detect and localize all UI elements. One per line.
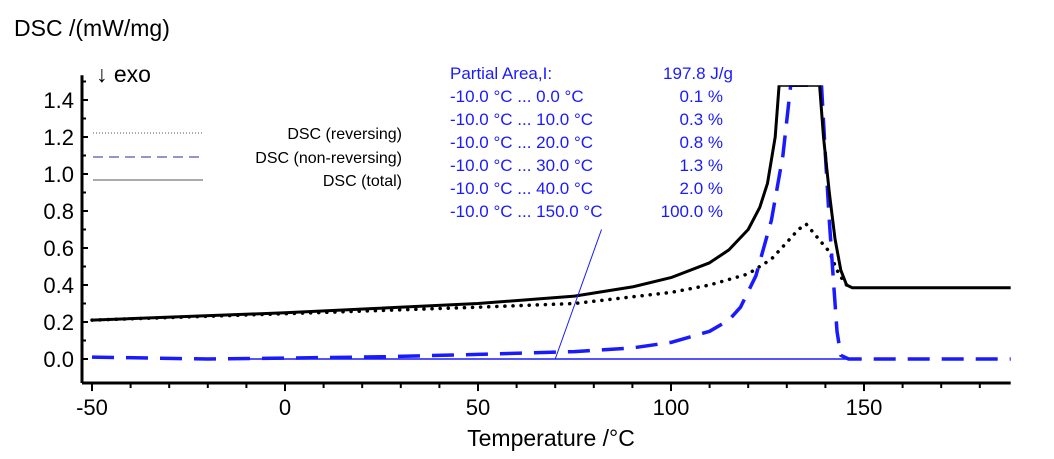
annotation-range: -10.0 °C ... 0.0 °C (450, 87, 584, 106)
annotation-pointer-line (554, 229, 602, 360)
legend-label: DSC (total) (323, 173, 402, 190)
x-axis-title: Temperature /°C (467, 425, 635, 451)
annotation-range: -10.0 °C ... 40.0 °C (450, 179, 593, 198)
annotation-header-label: Partial Area,I: (450, 64, 552, 83)
y-tick-label: 1.2 (43, 125, 74, 150)
legend-label: DSC (reversing) (287, 126, 402, 143)
y-tick-label: 1.4 (43, 88, 74, 113)
annotation-range: -10.0 °C ... 10.0 °C (450, 110, 593, 129)
annotation-value: 0.1 % (680, 87, 723, 106)
x-tick-label: 50 (466, 395, 490, 420)
annotation-value: 2.0 % (680, 179, 723, 198)
x-tick-label: 100 (653, 395, 690, 420)
y-tick-label: 1.0 (43, 162, 74, 187)
x-tick-label: -50 (76, 395, 108, 420)
series-solid-curve (91, 85, 1011, 322)
annotation-value: 0.3 % (680, 110, 723, 129)
series-dotted-curve (90, 222, 851, 322)
legend-label: DSC (non-reversing) (255, 150, 402, 167)
annotation-range: -10.0 °C ... 30.0 °C (450, 156, 593, 175)
annotation-value: 100.0 % (661, 202, 723, 221)
annotation-value: 1.3 % (680, 156, 723, 175)
y-axis-title: DSC /(mW/mg) (14, 15, 170, 41)
series-dashed-curve (91, 85, 1011, 361)
x-tick-label: 150 (846, 395, 883, 420)
y-tick-label: 0.6 (43, 236, 74, 261)
annotation-range: -10.0 °C ... 20.0 °C (450, 133, 593, 152)
annotation-header-value: 197.8 J/g (663, 64, 733, 83)
x-tick-label: 0 (279, 395, 291, 420)
y-tick-label: 0.8 (43, 199, 74, 224)
y-tick-label: 0.0 (43, 347, 74, 372)
y-tick-label: 0.2 (43, 310, 74, 335)
annotation-range: -10.0 °C ... 150.0 °C (450, 202, 603, 221)
y-tick-label: 0.4 (43, 273, 74, 298)
exo-direction-label: ↓ exo (96, 61, 151, 87)
annotation-value: 0.8 % (680, 133, 723, 152)
